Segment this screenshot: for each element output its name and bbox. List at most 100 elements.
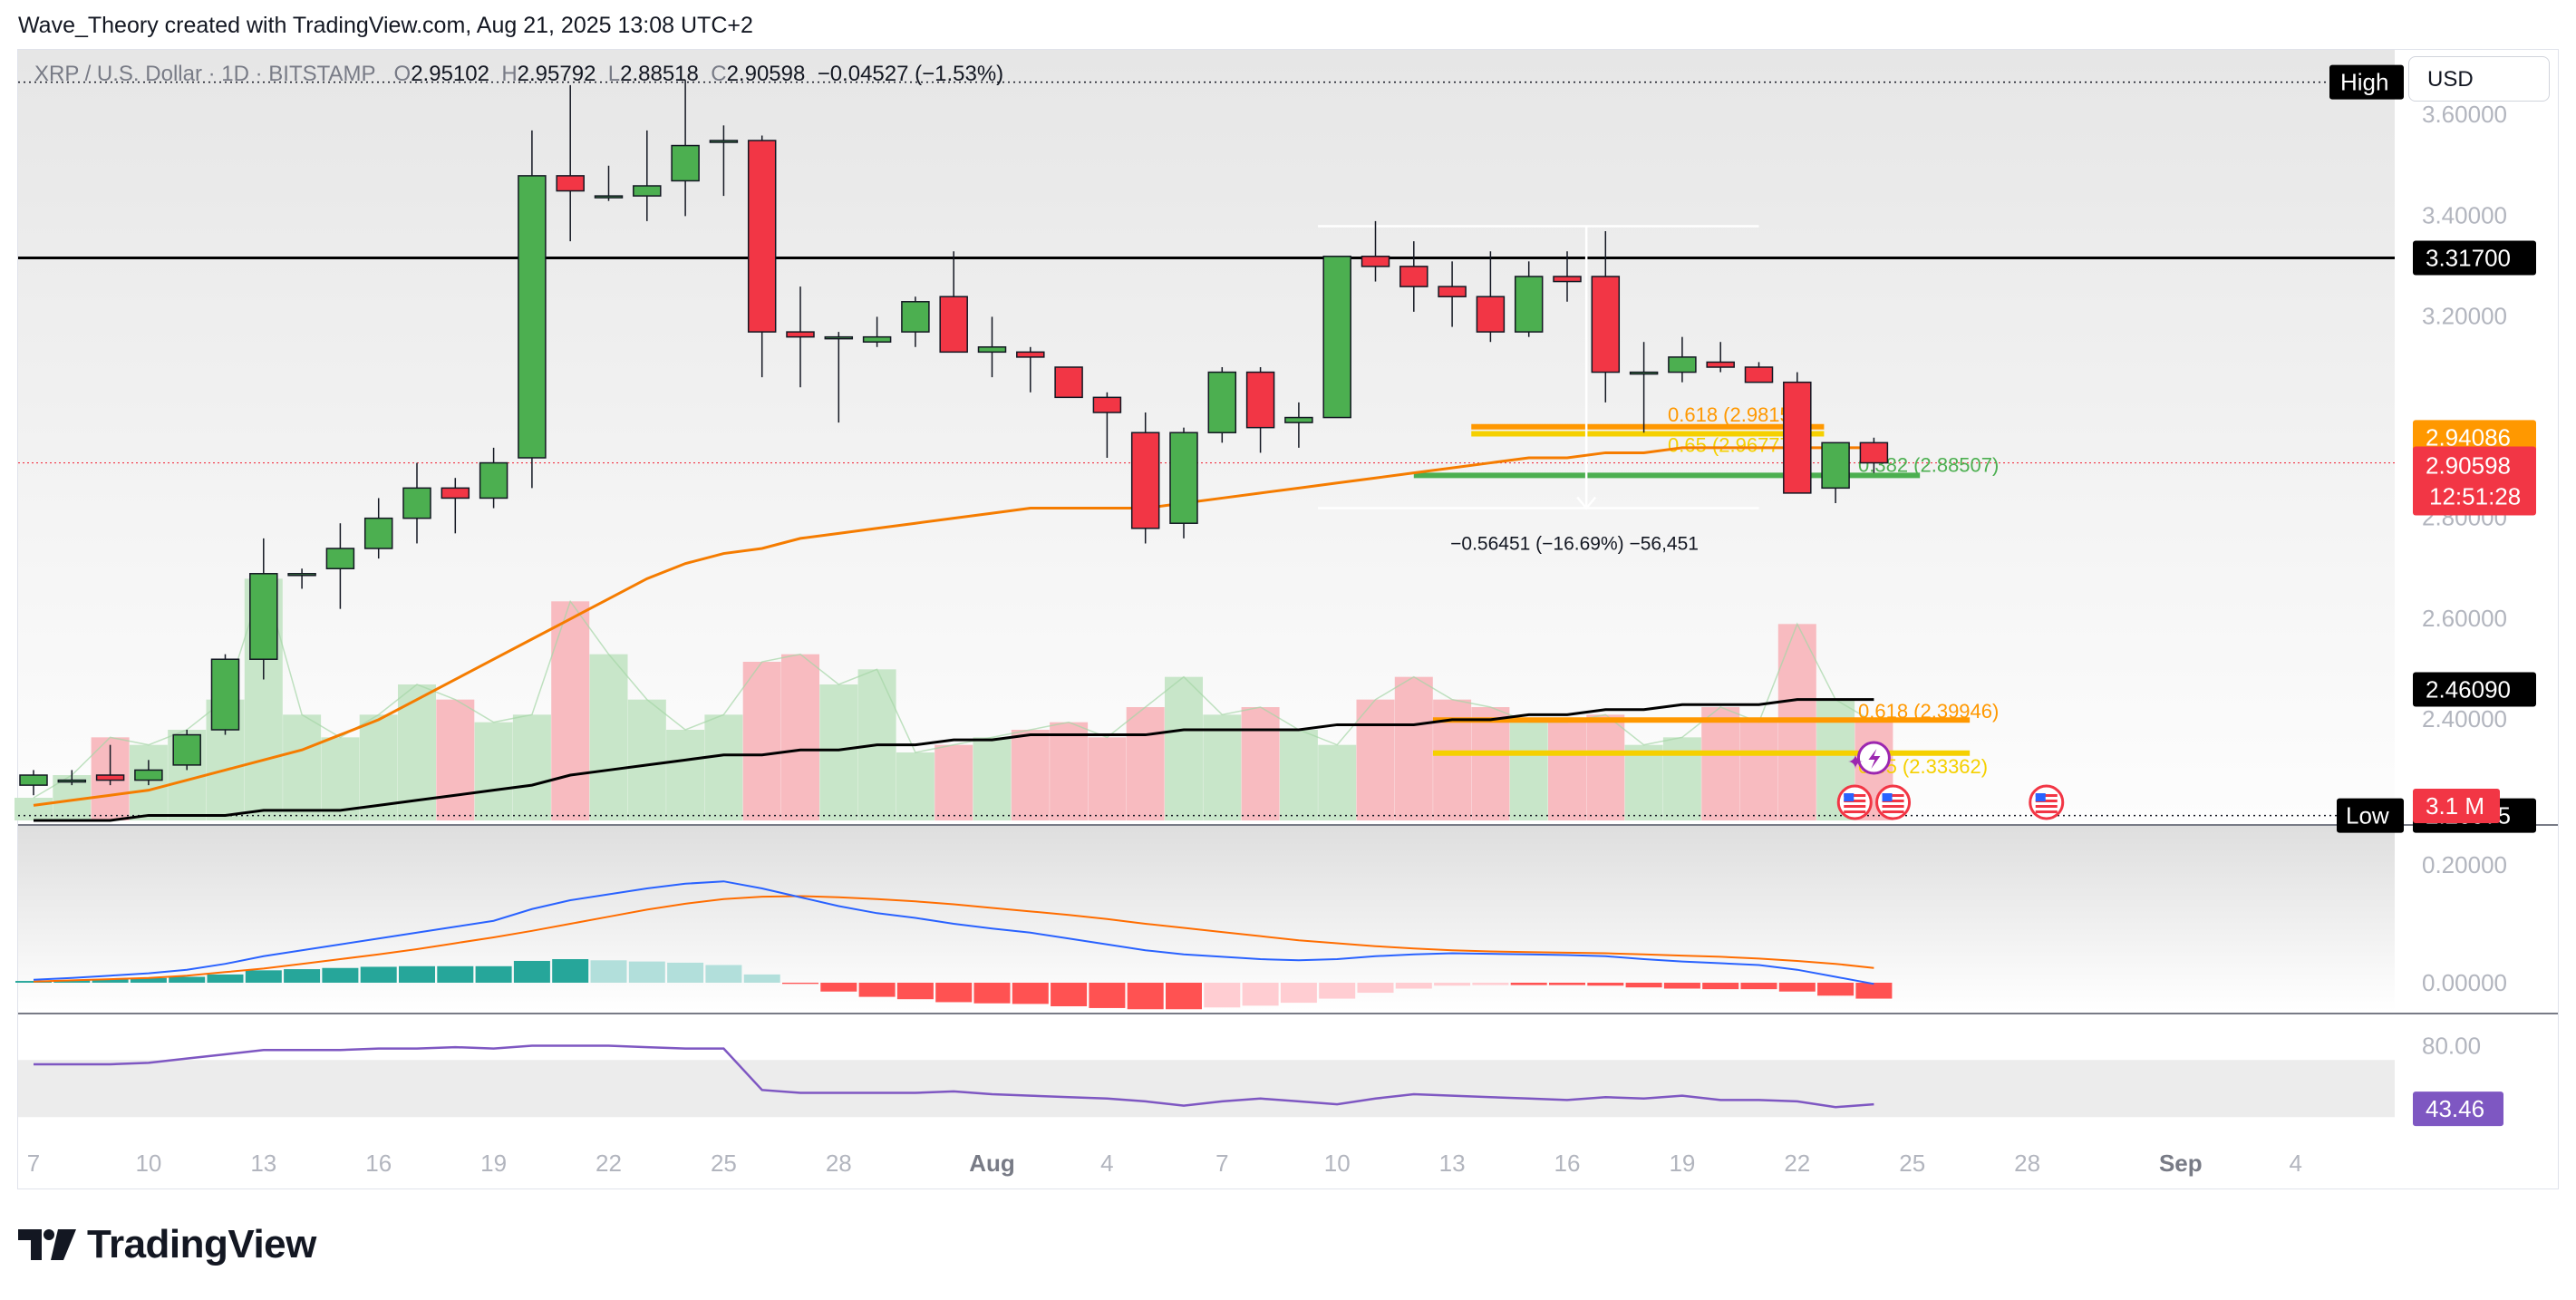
- volume-bar: [1011, 730, 1050, 820]
- candle-body: [1361, 256, 1390, 267]
- volume-bar: [935, 744, 973, 820]
- candle-body: [594, 195, 624, 199]
- volume-bar: [512, 714, 551, 820]
- time-tick-label: 22: [596, 1150, 622, 1177]
- volume-bar: [704, 714, 743, 820]
- fib-level-label: 0.618 (2.39946): [1858, 700, 1999, 723]
- macd-histogram-bar: [360, 966, 397, 983]
- time-tick-label: Aug: [969, 1150, 1015, 1177]
- ema50-value-label: 2.94086: [2426, 423, 2511, 451]
- candle-body: [633, 185, 662, 197]
- currency-button[interactable]: USD: [2408, 56, 2550, 102]
- tradingview-brand[interactable]: TradingView: [18, 1222, 316, 1267]
- candle-body: [19, 774, 48, 786]
- volume-bar: [781, 654, 819, 820]
- macd-histogram-bar: [92, 979, 129, 983]
- volume-bar: [1586, 714, 1625, 820]
- candle: [709, 125, 739, 197]
- candle: [747, 135, 777, 378]
- volume-bar: [1471, 707, 1510, 820]
- high-tag: High: [2340, 69, 2388, 96]
- macd-histogram-bar: [1127, 983, 1164, 1010]
- candle-body: [709, 140, 739, 143]
- lightning-bolt: [1868, 749, 1881, 769]
- candle-body: [671, 144, 700, 182]
- candle-body: [210, 658, 240, 731]
- macd-histogram-bar: [896, 983, 934, 1000]
- macd-histogram-bar: [1357, 983, 1394, 994]
- flag-stripe: [2035, 805, 2058, 808]
- candle-body: [1016, 351, 1045, 358]
- symbol-legend: XRP / U.S. Dollar · 1D · BITSTAMP O2.951…: [34, 62, 1003, 87]
- candle-body: [172, 733, 201, 766]
- time-tick-label: 19: [480, 1150, 507, 1177]
- candle: [1245, 367, 1275, 453]
- time-tick-label: 4: [1100, 1150, 1113, 1177]
- candle: [1284, 402, 1313, 448]
- price-tick-label: 3.60000: [2422, 101, 2507, 128]
- candle-body: [363, 517, 393, 549]
- price-tick-label: 2.40000: [2422, 705, 2507, 732]
- candle-body: [939, 296, 968, 354]
- time-tick-label: 25: [711, 1150, 737, 1177]
- candle: [441, 478, 470, 534]
- candle-body: [1322, 256, 1351, 419]
- volume-value-label: 3.1 M: [2426, 792, 2484, 820]
- candle: [287, 568, 316, 589]
- flag-canton: [2035, 793, 2046, 801]
- flag-stripe: [1882, 805, 1904, 808]
- time-tick-label: 13: [250, 1150, 276, 1177]
- candle-body: [134, 769, 163, 781]
- candle: [1092, 392, 1122, 458]
- macd-histogram-bar: [475, 965, 512, 983]
- volume-bar: [627, 699, 666, 820]
- last-price-label: 2.90598: [2426, 452, 2511, 480]
- time-axis: 7 10 13 16 19 22 25 28 Aug 4 7 10 13 16 19 22 25 28 Sep 4: [27, 1150, 2302, 1177]
- rsi-pane: 80.00 43.46: [18, 1033, 2503, 1127]
- macd-histogram-bar: [1434, 983, 1471, 986]
- flag-canton: [1844, 793, 1855, 801]
- volume-bar: [474, 722, 513, 820]
- candle-body: [95, 774, 125, 781]
- candle-body: [1092, 396, 1122, 413]
- us-flag-icon[interactable]: [2029, 784, 2065, 820]
- volume-bar: [1088, 737, 1127, 820]
- volume-bar: [819, 684, 858, 820]
- sparkle-icon[interactable]: ✦: [1847, 751, 1864, 773]
- volume-bar: [1509, 722, 1548, 820]
- flag-stripe: [1844, 794, 1866, 797]
- symbol-name[interactable]: XRP / U.S. Dollar · 1D · BITSTAMP: [34, 62, 376, 86]
- volume-bar: [973, 737, 1012, 820]
- event-markers[interactable]: ✦: [1836, 741, 2065, 820]
- candle: [325, 523, 355, 609]
- us-flag-icon[interactable]: [1875, 784, 1912, 820]
- candle: [1668, 336, 1697, 383]
- candle-body: [901, 301, 930, 333]
- volume-bar: [1624, 744, 1663, 820]
- flag-stripe: [1844, 800, 1866, 802]
- candle: [1514, 261, 1544, 337]
- lightning-icon[interactable]: [1856, 741, 1891, 775]
- candle: [1553, 251, 1582, 302]
- candle-body: [1130, 432, 1160, 529]
- macd-histogram-bar: [782, 983, 818, 985]
- macd-histogram-bar: [1740, 983, 1777, 990]
- volume-bar: [1356, 699, 1395, 820]
- price-tick-label: 3.40000: [2422, 201, 2507, 228]
- ema-lines: [33, 446, 1874, 822]
- candle-body: [1476, 296, 1506, 333]
- volume-bar: [1318, 744, 1357, 820]
- countdown-label: 12:51:28: [2429, 483, 2521, 510]
- high-value: 2.95792: [517, 62, 596, 86]
- macd-histogram-bar: [973, 983, 1011, 1004]
- candle-body: [1859, 441, 1889, 464]
- macd-histogram-bar: [169, 976, 206, 983]
- candle: [95, 744, 125, 786]
- macd-histogram-bar: [1051, 983, 1088, 1006]
- us-flag-icon[interactable]: [1836, 784, 1873, 820]
- candle-body: [1169, 432, 1198, 524]
- candle: [901, 296, 930, 347]
- candle: [1859, 437, 1889, 473]
- candles: [19, 80, 1889, 796]
